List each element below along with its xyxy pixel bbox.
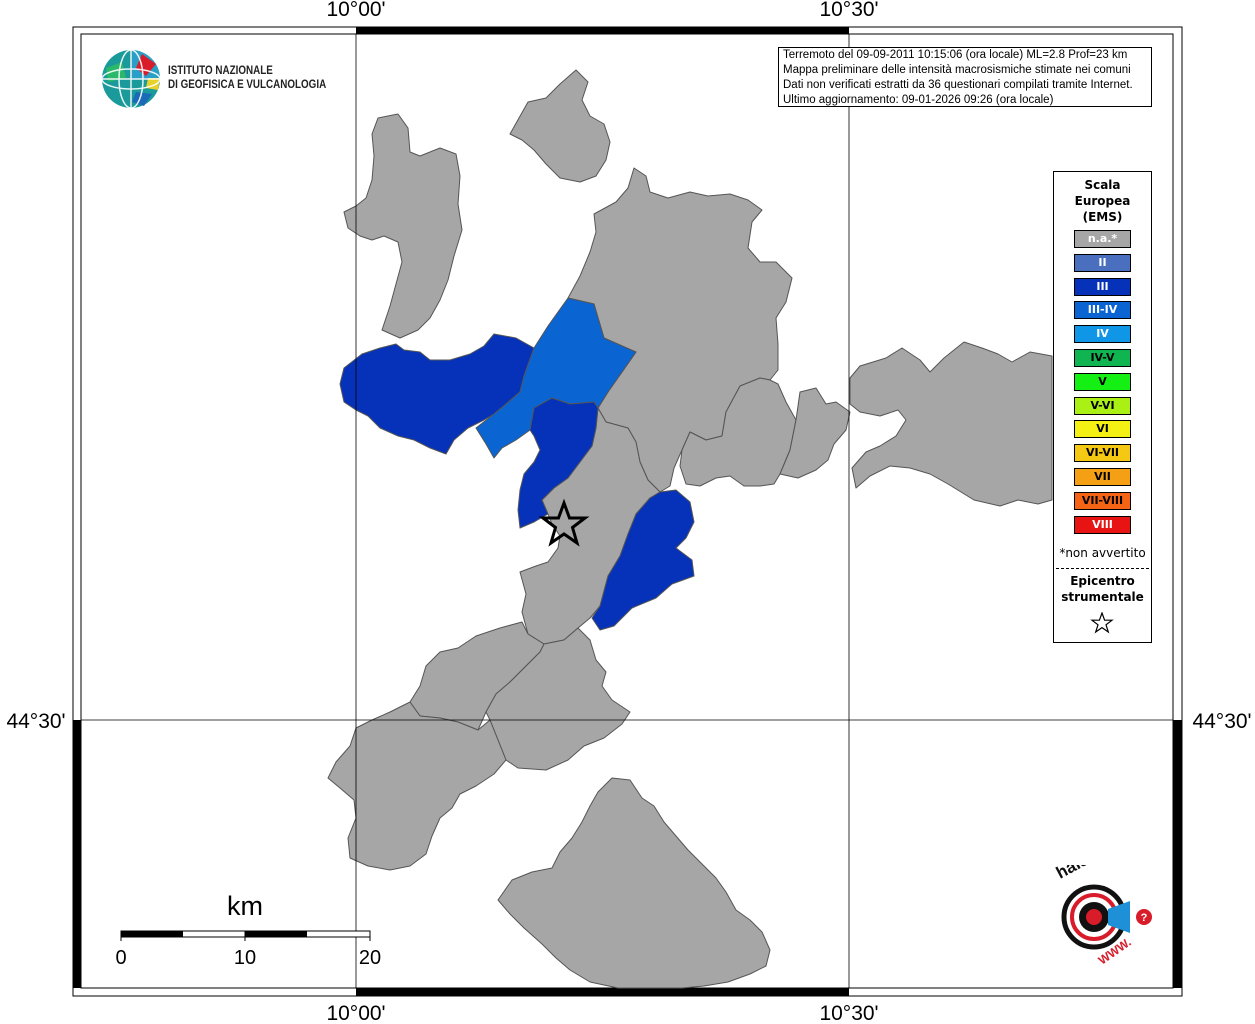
lon-label-top-1000: 10°00' xyxy=(326,0,385,21)
municipality-n xyxy=(509,69,611,183)
municipality-iii-east xyxy=(591,489,695,631)
event-info-box: Terremoto del 09-09-2011 10:15:06 (ora l… xyxy=(778,47,1152,107)
legend-star-icon xyxy=(1090,612,1114,634)
municipality-s4 xyxy=(497,777,771,989)
legend-epicenter-line-1: Epicentro xyxy=(1070,574,1135,588)
legend-item-iv: IV xyxy=(1074,325,1131,344)
event-info-line-4: Ultimo aggiornamento: 09-01-2026 09:26 (… xyxy=(783,94,1054,106)
scale-bar-label-10: 10 xyxy=(234,947,256,969)
municipality-e2 xyxy=(779,387,851,479)
municipality-nw xyxy=(343,113,463,339)
frame-bar-left xyxy=(73,720,81,988)
scale-bar-label-20: 20 xyxy=(359,947,381,969)
lat-label-left-4430: 44°30' xyxy=(6,710,65,733)
legend-title-line-3: (EMS) xyxy=(1082,210,1123,224)
ems-legend: Scala Europea (EMS) n.a.* II III III-IV IV IV… xyxy=(1053,171,1152,643)
legend-epicenter-line-2: strumentale xyxy=(1061,590,1144,604)
scale-bar: km 0 10 20 xyxy=(115,891,381,969)
municipality-iii-central xyxy=(517,397,599,529)
scale-bar-unit: km xyxy=(227,891,263,921)
scale-bar-label-0: 0 xyxy=(115,947,126,969)
event-info-line-2: Mappa preliminare delle intensità macros… xyxy=(783,64,1131,76)
ingv-logo-line-2: DI GEOFISICA E VULCANOLOGIA xyxy=(168,77,327,91)
legend-separator xyxy=(1056,568,1149,569)
legend-item-iv-v: IV-V xyxy=(1074,349,1131,367)
legend-item-v: V xyxy=(1074,372,1131,391)
legend-item-vi: VI xyxy=(1074,420,1131,439)
legend-item-ii: II xyxy=(1074,253,1131,272)
municipality-iii-iv xyxy=(475,297,637,459)
lon-label-bottom-1030: 10°30' xyxy=(819,1002,878,1024)
municipality-s3 xyxy=(327,701,507,871)
municipality-s2 xyxy=(485,627,631,771)
legend-title-line-2: Europea xyxy=(1074,194,1131,208)
lat-label-right-4430: 44°30' xyxy=(1192,710,1251,733)
frame-bar-bottom xyxy=(356,988,849,996)
lon-label-top-1030: 10°30' xyxy=(819,0,878,21)
legend-item-vii: VII xyxy=(1074,468,1131,486)
legend-item-iii: III xyxy=(1074,277,1131,296)
legend-item-vi-vii: VI-VII xyxy=(1074,444,1131,463)
municipality-fe xyxy=(849,341,1053,507)
event-info-line-1: Terremoto del 09-09-2011 10:15:06 (ora l… xyxy=(783,49,1128,61)
frame-bar-top xyxy=(356,27,849,34)
legend-epicenter-label: Epicentro strumentale xyxy=(1054,573,1151,605)
legend-item-n-a: n.a.* xyxy=(1074,230,1131,248)
ingv-logo-line-1: ISTITUTO NAZIONALE xyxy=(168,63,273,77)
lon-label-bottom-1000: 10°00' xyxy=(326,1002,385,1024)
svg-text:?: ? xyxy=(1141,912,1148,924)
graticule xyxy=(81,34,1173,988)
legend-item-iii-iv: III-IV xyxy=(1074,301,1131,320)
epicenter-star-icon xyxy=(538,498,590,547)
municipalities xyxy=(327,69,1053,989)
ingv-logo-text: ISTITUTO NAZIONALE DI GEOFISICA E VULCAN… xyxy=(168,63,326,91)
legend-item-vii-viii: VII-VIII xyxy=(1074,491,1131,510)
scale-bar-seg3 xyxy=(245,931,307,937)
legend-item-viii: VIII xyxy=(1074,515,1131,534)
hsit-logo-text: haisentitoilterremoto.it xyxy=(1053,865,1165,883)
legend-title: Scala Europea (EMS) xyxy=(1054,177,1151,225)
frame-bar-right xyxy=(1173,720,1182,988)
event-info-line-3: Dati non verificati estratti da 36 quest… xyxy=(783,79,1133,91)
municipality-e1 xyxy=(679,377,797,487)
ingv-globe-icon xyxy=(101,49,161,109)
legend-item-v-vi: V-VI xyxy=(1074,396,1131,415)
legend-note: *non avvertito xyxy=(1059,546,1146,560)
legend-title-line-1: Scala xyxy=(1084,178,1121,192)
hsit-logo-icon: ? haisentitoilterremoto.it WWW. xyxy=(1053,865,1165,967)
scale-bar-seg1 xyxy=(121,931,183,937)
